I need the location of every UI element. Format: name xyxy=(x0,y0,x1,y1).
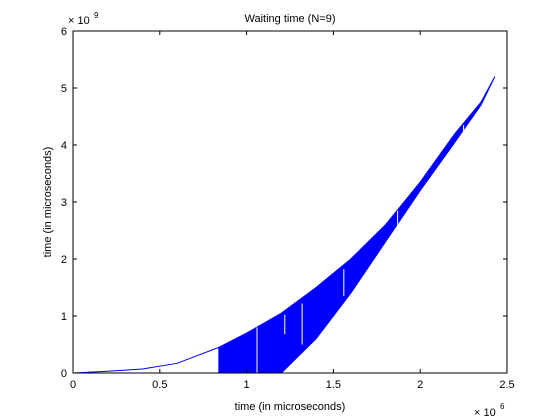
x-exponent-prefix: × 10 xyxy=(474,407,496,419)
y-axis-label: time (in microseconds) xyxy=(42,147,54,258)
y-tick-label: 5 xyxy=(61,83,67,95)
x-tick-label: 1 xyxy=(244,379,250,391)
y-tick-label: 2 xyxy=(61,254,67,266)
x-tick-label: 0.5 xyxy=(152,379,167,391)
y-tick-label: 3 xyxy=(61,197,67,209)
y-exponent-prefix: × 10 xyxy=(68,15,90,27)
chart-title: Waiting time (N=9) xyxy=(245,13,336,25)
y-axis: 0 1 2 3 4 5 6 xyxy=(61,26,507,380)
y-tick-label: 4 xyxy=(61,140,67,152)
x-exponent-value: 6 xyxy=(500,402,505,411)
x-axis: 0 0.5 1 1.5 2 2.5 xyxy=(70,31,515,391)
series-area-group xyxy=(72,76,496,374)
y-tick-label: 1 xyxy=(61,311,67,323)
x-tick-label: 0 xyxy=(70,379,76,391)
x-axis-label: time (in microseconds) xyxy=(235,401,346,413)
x-tick-label: 1.5 xyxy=(326,379,341,391)
x-tick-label: 2 xyxy=(417,379,423,391)
x-tick-label: 2.5 xyxy=(499,379,514,391)
y-tick-label: 6 xyxy=(61,26,67,38)
y-tick-label: 0 xyxy=(61,368,67,380)
y-exponent-value: 9 xyxy=(94,11,99,20)
series-area xyxy=(72,76,496,374)
